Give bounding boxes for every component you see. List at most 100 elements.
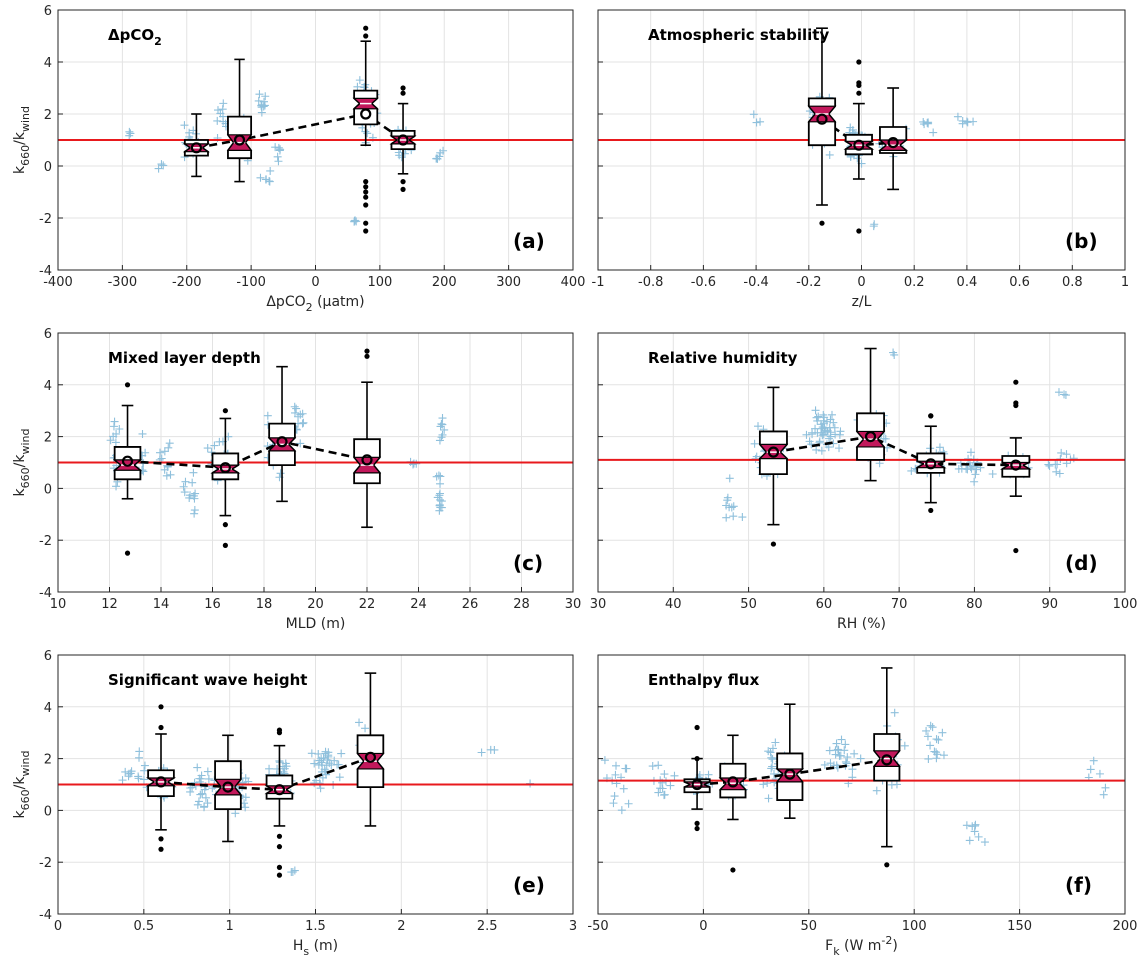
scatter-point [835,430,844,439]
scatter-point [722,513,731,522]
scatter-point [820,760,829,769]
box-plot [758,386,789,547]
scatter-point [159,161,168,170]
x-axis-label: Hs (m) [293,938,338,958]
scatter-point [355,76,364,85]
mean-marker [155,776,167,788]
box-plot [878,87,909,191]
box-plot [683,724,711,832]
x-tick-label: 200 [432,275,457,290]
scatter-point [165,439,174,448]
scatter-point [216,109,225,118]
scatter-point [437,433,446,442]
scatter-point [890,350,899,359]
scatter-point [658,784,667,793]
scatter-point [218,105,227,114]
scatter-point [477,748,486,757]
scatter-point [964,454,973,463]
x-tick-label: 0.4 [957,275,978,290]
mean-trend-line [196,112,404,150]
scatter-point [1057,448,1066,457]
scatter-point [846,123,855,132]
scatter-point [180,488,189,497]
scatter-point [722,501,731,510]
outlier-point [363,25,369,31]
scatter-point [207,448,216,457]
outlier-point [276,872,283,878]
outlier-point [363,220,369,226]
scatter-point [181,477,190,486]
x-tick-label: 1.5 [305,919,326,934]
x-tick-label: 20 [307,597,324,612]
x-tick-label: 0 [699,919,707,934]
x-tick-label: 24 [410,597,427,612]
scatter-point [764,747,773,756]
mean-marker [222,781,234,793]
scatter-point [612,761,621,770]
scatter-point [1052,467,1061,476]
scatter-point [263,411,272,420]
y-tick-label: 2 [44,431,52,446]
y-tick-label: -4 [39,908,52,923]
scatter-point [219,99,228,108]
scatter-point [260,101,269,110]
y-tick-label: 2 [44,108,52,123]
panel-title: Mixed layer depth [108,349,261,367]
x-axis-label: RH (%) [837,616,886,632]
scatter-point [320,765,329,774]
x-axis-label: MLD (m) [286,616,346,632]
scatter-point [704,770,713,779]
scatter-point [162,471,171,480]
scatter-point [814,412,823,421]
box-plot [213,734,243,843]
scatter-point [298,409,307,418]
x-tick-label: 30 [565,597,582,612]
scatter-point [962,821,971,830]
panel-title: Significant wave height [108,671,307,689]
scatter-point [191,781,200,790]
scatter-point [853,154,862,163]
scatter-point [296,439,305,448]
scatter-point [276,145,285,154]
scatter-point [970,477,979,486]
box-plot [352,25,379,234]
scatter-point [265,177,274,186]
mean-marker [767,446,780,458]
y-tick-label: 6 [44,4,52,19]
scatter-point [648,762,657,771]
scatter-point [434,471,443,480]
scatter-point [1069,454,1078,463]
x-tick-label: 2 [397,919,405,934]
x-tick-label: 200 [1113,919,1138,934]
panel-label: (c) [513,551,543,575]
scatter-point [723,493,732,502]
scatter-point [840,746,849,755]
scatter-point [958,116,967,125]
x-tick-label: -400 [43,275,73,290]
x-tick-label: 150 [1007,919,1032,934]
outlier-point [400,179,406,185]
scatter-point [115,425,124,433]
scatter-point [436,479,445,488]
scatter-point [934,735,943,744]
x-tick-label: -0.4 [743,275,768,290]
scatter-point [848,765,857,774]
scatter-point [274,157,283,166]
scatter-point [276,469,285,478]
scatter-point [193,763,202,772]
scatter-point [738,513,747,522]
panel-label: (e) [513,873,545,897]
scatter-point [290,866,299,875]
y-axis-label: k660/kwind [12,751,32,819]
scatter-point [298,419,307,428]
mean-marker [887,137,899,149]
scatter-point [920,120,929,129]
scatter-point [134,772,143,781]
scatter-point [836,427,845,436]
mean-marker [816,113,828,125]
mean-marker [784,768,796,780]
scatter-point [825,423,834,432]
scatter-point [820,413,829,422]
mean-marker [1010,459,1022,471]
scatter-point [1044,460,1053,469]
